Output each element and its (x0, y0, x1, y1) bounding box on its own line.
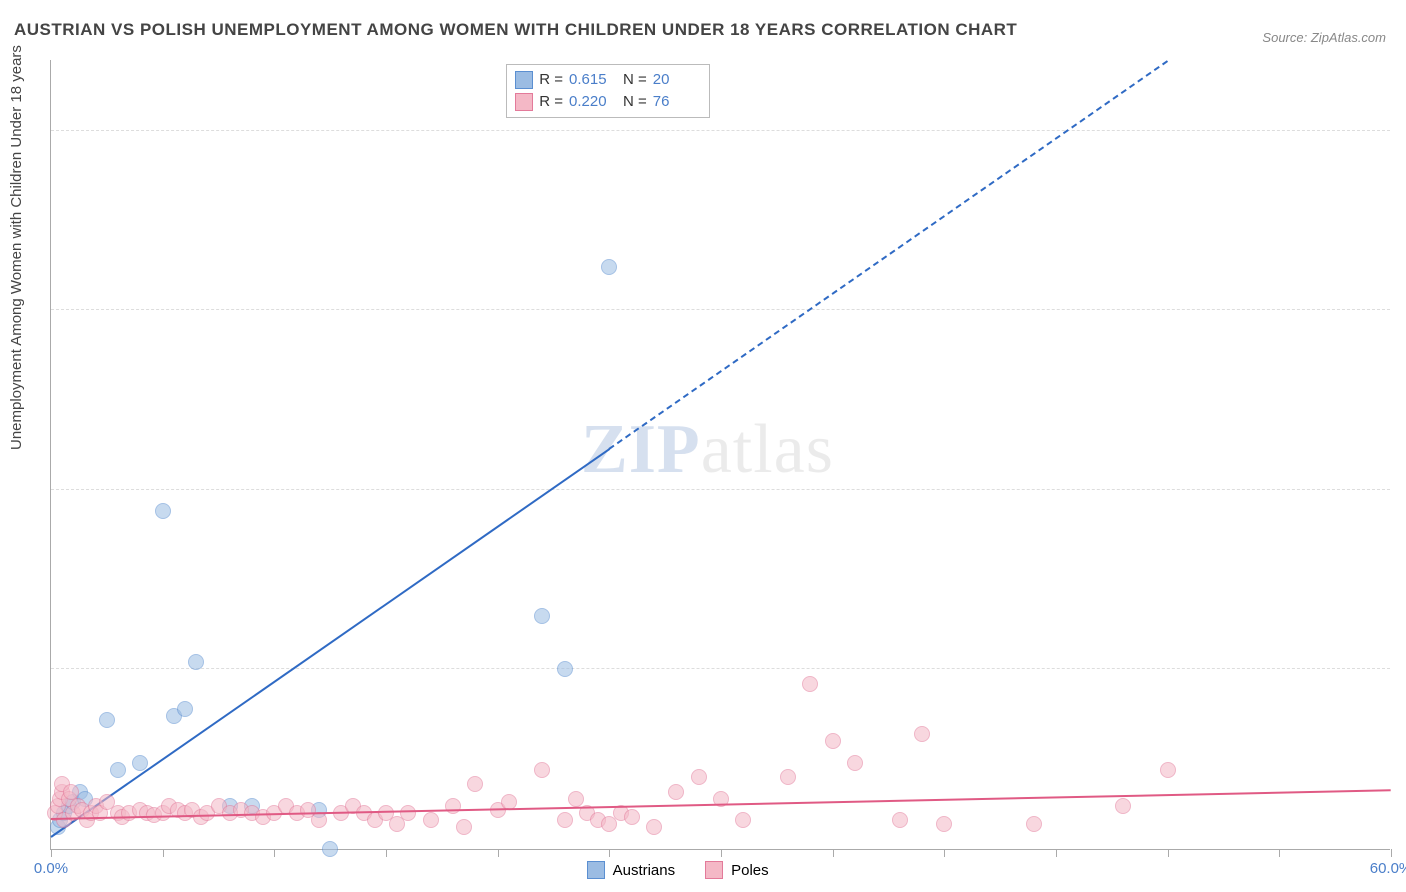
plot-area: ZIPatlas 25.0%50.0%75.0%100.0%0.0%60.0%R… (50, 60, 1390, 850)
source-attribution: Source: ZipAtlas.com (1262, 30, 1386, 45)
x-tick (1279, 849, 1280, 857)
data-point-austrians (177, 701, 193, 717)
data-point-poles (735, 812, 751, 828)
chart-title: AUSTRIAN VS POLISH UNEMPLOYMENT AMONG WO… (14, 20, 1017, 40)
x-tick (1391, 849, 1392, 857)
y-tick-label: 100.0% (1400, 124, 1406, 141)
data-point-poles (847, 755, 863, 771)
stats-row-austrians: R = 0.615 N = 20 (515, 69, 701, 91)
data-point-poles (400, 805, 416, 821)
data-point-austrians (601, 259, 617, 275)
data-point-poles (1115, 798, 1131, 814)
x-tick (1056, 849, 1057, 857)
gridline-h (51, 668, 1390, 669)
data-point-poles (557, 812, 573, 828)
data-point-austrians (322, 841, 338, 857)
data-point-poles (534, 762, 550, 778)
legend-label-austrians: Austrians (613, 862, 676, 879)
data-point-poles (802, 676, 818, 692)
x-tick (274, 849, 275, 857)
legend-swatch-poles (705, 861, 723, 879)
data-point-austrians (110, 762, 126, 778)
swatch-austrians (515, 71, 533, 89)
data-point-poles (1026, 816, 1042, 832)
watermark-atlas: atlas (701, 411, 834, 488)
source-site: ZipAtlas.com (1311, 30, 1386, 45)
stats-row-poles: R = 0.220 N = 76 (515, 91, 701, 113)
watermark-zip: ZIP (581, 411, 701, 488)
x-tick (386, 849, 387, 857)
y-axis-label: Unemployment Among Women with Children U… (8, 45, 25, 450)
x-tick (1168, 849, 1169, 857)
data-point-poles (1160, 762, 1176, 778)
y-tick-label: 75.0% (1400, 303, 1406, 320)
n-label: N = (623, 91, 647, 113)
legend-label-poles: Poles (731, 862, 769, 879)
legend-item-austrians: Austrians (587, 861, 676, 879)
swatch-poles (515, 93, 533, 111)
data-point-poles (825, 733, 841, 749)
x-tick (944, 849, 945, 857)
data-point-poles (780, 769, 796, 785)
trend-line (50, 448, 609, 837)
x-tick (51, 849, 52, 857)
data-point-poles (568, 791, 584, 807)
data-point-poles (668, 784, 684, 800)
n-value: 76 (653, 91, 701, 113)
watermark: ZIPatlas (581, 410, 834, 490)
source-label: Source: (1262, 30, 1307, 45)
r-label: R = (539, 69, 563, 91)
y-tick-label: 25.0% (1400, 662, 1406, 679)
x-tick (721, 849, 722, 857)
r-label: R = (539, 91, 563, 113)
data-point-poles (423, 812, 439, 828)
data-point-poles (624, 809, 640, 825)
data-point-poles (456, 819, 472, 835)
trend-line (609, 60, 1168, 449)
data-point-poles (467, 776, 483, 792)
x-tick-label: 60.0% (1370, 860, 1406, 877)
r-value: 0.220 (569, 91, 617, 113)
data-point-poles (936, 816, 952, 832)
data-point-poles (892, 812, 908, 828)
x-tick (609, 849, 610, 857)
x-tick (833, 849, 834, 857)
data-point-poles (691, 769, 707, 785)
gridline-h (51, 489, 1390, 490)
n-label: N = (623, 69, 647, 91)
legend-item-poles: Poles (705, 861, 769, 879)
y-tick-label: 50.0% (1400, 483, 1406, 500)
gridline-h (51, 309, 1390, 310)
stats-legend: R = 0.615 N = 20 R = 0.220 N = 76 (506, 64, 710, 118)
data-point-poles (311, 812, 327, 828)
x-tick (163, 849, 164, 857)
n-value: 20 (653, 69, 701, 91)
data-point-austrians (155, 503, 171, 519)
legend-swatch-austrians (587, 861, 605, 879)
r-value: 0.615 (569, 69, 617, 91)
gridline-h (51, 130, 1390, 131)
data-point-austrians (534, 608, 550, 624)
x-tick (498, 849, 499, 857)
data-point-poles (445, 798, 461, 814)
data-point-austrians (188, 654, 204, 670)
x-tick-label: 0.0% (34, 860, 68, 877)
data-point-austrians (557, 661, 573, 677)
data-point-poles (646, 819, 662, 835)
series-legend: Austrians Poles (587, 861, 769, 879)
data-point-austrians (99, 712, 115, 728)
data-point-poles (914, 726, 930, 742)
